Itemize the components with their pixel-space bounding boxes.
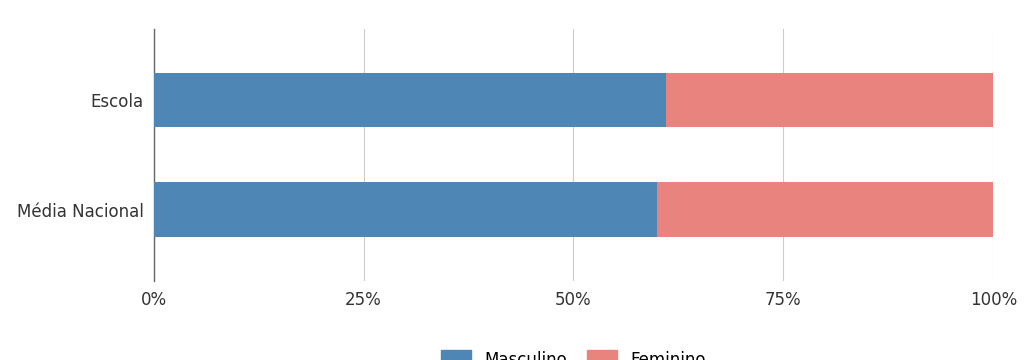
Bar xyxy=(154,73,666,127)
Bar xyxy=(666,73,993,127)
Legend: Masculino, Feminino: Masculino, Feminino xyxy=(433,341,714,360)
Bar xyxy=(657,182,993,237)
Bar xyxy=(154,182,657,237)
